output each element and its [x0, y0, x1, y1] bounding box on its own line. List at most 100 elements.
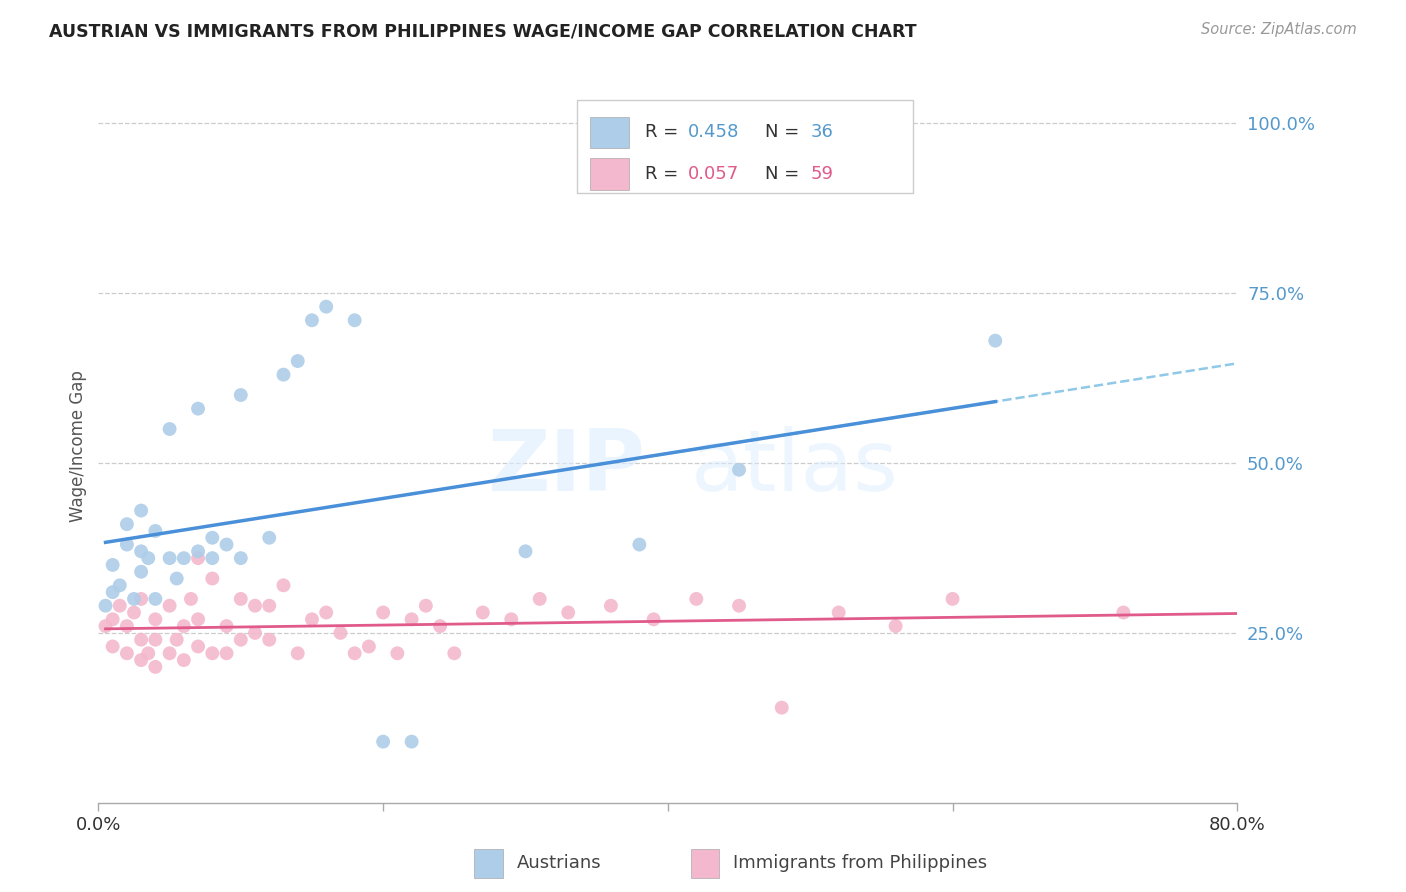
Bar	[576, 100, 912, 193]
Point	[243, 626, 266, 640]
Point	[115, 537, 138, 551]
Point	[315, 300, 337, 314]
Point	[201, 572, 224, 586]
Point	[273, 578, 295, 592]
Point	[215, 646, 238, 660]
Text: 0.057: 0.057	[689, 165, 740, 183]
Point	[180, 591, 202, 606]
Point	[828, 606, 851, 620]
Point	[401, 734, 423, 748]
Text: R =: R =	[645, 123, 685, 141]
Point	[301, 612, 323, 626]
Point	[429, 619, 451, 633]
Point	[129, 565, 152, 579]
Point	[129, 544, 152, 558]
Point	[229, 388, 252, 402]
Point	[145, 632, 167, 647]
Text: Source: ZipAtlas.com: Source: ZipAtlas.com	[1201, 22, 1357, 37]
Point	[259, 632, 281, 647]
Point	[122, 606, 145, 620]
Point	[201, 646, 224, 660]
Point	[187, 612, 209, 626]
Point	[166, 632, 188, 647]
Point	[1112, 606, 1135, 620]
Point	[115, 619, 138, 633]
Point	[229, 591, 252, 606]
Point	[187, 401, 209, 416]
Bar	[474, 849, 503, 878]
Point	[136, 551, 159, 566]
Point	[415, 599, 437, 613]
Point	[173, 653, 195, 667]
Point	[115, 517, 138, 532]
Text: Austrians: Austrians	[516, 855, 600, 872]
Point	[129, 632, 152, 647]
Text: AUSTRIAN VS IMMIGRANTS FROM PHILIPPINES WAGE/INCOME GAP CORRELATION CHART: AUSTRIAN VS IMMIGRANTS FROM PHILIPPINES …	[49, 22, 917, 40]
Text: atlas: atlas	[690, 425, 898, 509]
Point	[259, 599, 281, 613]
Point	[229, 551, 252, 566]
Point	[343, 313, 366, 327]
Point	[343, 646, 366, 660]
Point	[215, 537, 238, 551]
Point	[287, 354, 309, 368]
Point	[984, 334, 1007, 348]
Y-axis label: Wage/Income Gap: Wage/Income Gap	[69, 370, 87, 522]
Point	[357, 640, 380, 654]
Point	[145, 524, 167, 538]
Point	[728, 599, 751, 613]
Point	[129, 591, 152, 606]
Point	[728, 463, 751, 477]
Point	[159, 646, 181, 660]
Point	[600, 599, 623, 613]
Point	[329, 626, 352, 640]
Point	[159, 599, 181, 613]
Point	[173, 551, 195, 566]
Point	[136, 646, 159, 660]
Point	[159, 422, 181, 436]
Point	[443, 646, 465, 660]
Point	[515, 544, 537, 558]
Point	[373, 606, 395, 620]
Point	[101, 640, 124, 654]
Point	[770, 700, 793, 714]
Point	[273, 368, 295, 382]
Point	[471, 606, 494, 620]
Point	[557, 606, 579, 620]
Point	[108, 578, 131, 592]
Point	[187, 551, 209, 566]
Point	[145, 591, 167, 606]
Point	[173, 619, 195, 633]
Text: Immigrants from Philippines: Immigrants from Philippines	[733, 855, 987, 872]
Text: R =: R =	[645, 165, 685, 183]
Text: 36: 36	[810, 123, 834, 141]
Point	[122, 591, 145, 606]
Text: ZIP: ZIP	[488, 425, 645, 509]
Bar	[591, 159, 628, 190]
Point	[501, 612, 523, 626]
Point	[387, 646, 409, 660]
Text: 59: 59	[810, 165, 834, 183]
Text: 0.458: 0.458	[689, 123, 740, 141]
Point	[166, 572, 188, 586]
Text: N =: N =	[765, 165, 804, 183]
Point	[101, 558, 124, 572]
Point	[685, 591, 707, 606]
Point	[145, 612, 167, 626]
Point	[101, 585, 124, 599]
Point	[643, 612, 665, 626]
Point	[145, 660, 167, 674]
Point	[187, 544, 209, 558]
Point	[215, 619, 238, 633]
Point	[201, 531, 224, 545]
Bar	[690, 849, 718, 878]
Point	[94, 619, 117, 633]
Point	[129, 653, 152, 667]
Point	[243, 599, 266, 613]
Point	[108, 599, 131, 613]
Point	[315, 606, 337, 620]
Point	[201, 551, 224, 566]
Point	[159, 551, 181, 566]
Point	[942, 591, 965, 606]
Point	[187, 640, 209, 654]
